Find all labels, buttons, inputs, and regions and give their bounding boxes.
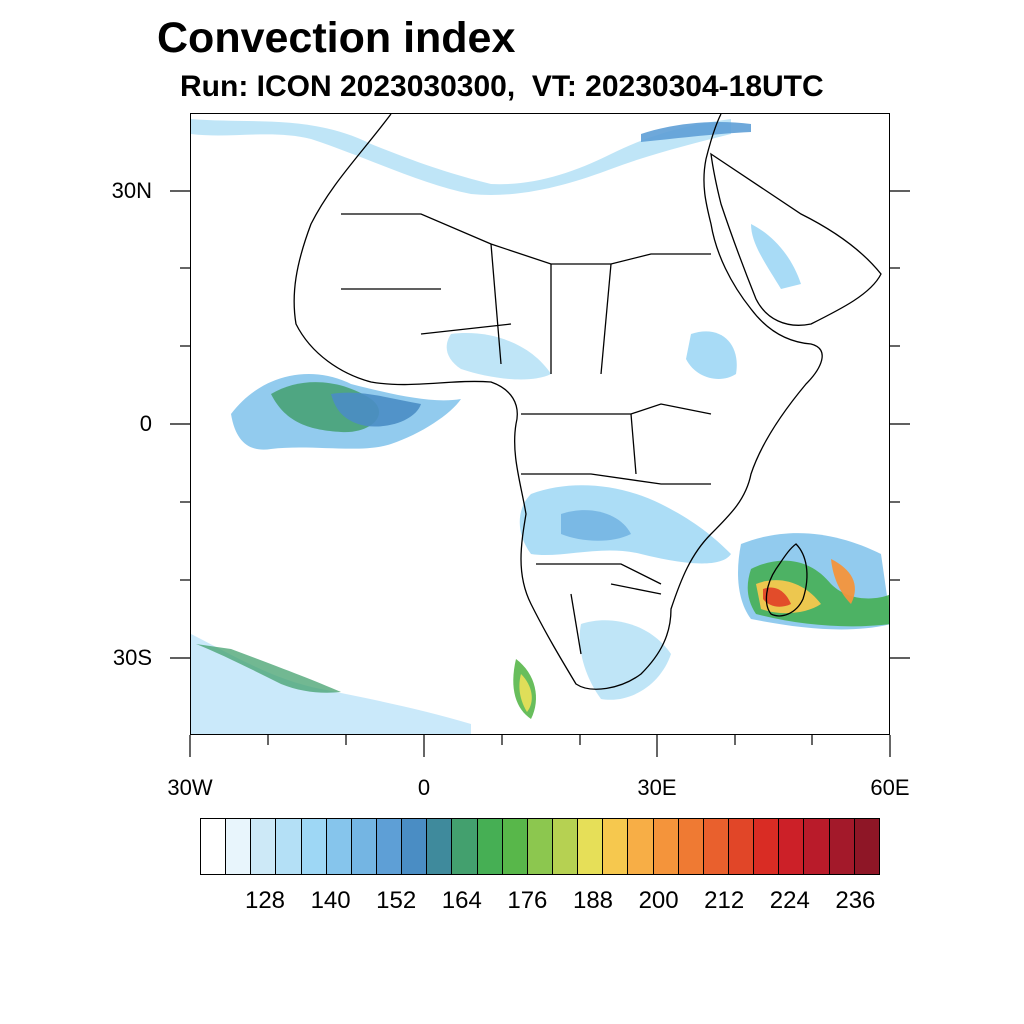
field-south-africa — [579, 620, 671, 700]
colorbar-swatch — [251, 819, 277, 874]
colorbar-swatch — [402, 819, 428, 874]
x-tick-30w: 30W — [167, 775, 213, 800]
field-central-africa — [519, 485, 731, 564]
colorbar-swatch — [452, 819, 478, 874]
coastlines — [293, 114, 882, 690]
colorbar-label: 152 — [376, 887, 417, 914]
colorbar-swatch — [603, 819, 629, 874]
field-arabia — [751, 224, 801, 289]
colorbar-swatch — [653, 819, 679, 874]
colorbar-swatch — [326, 819, 352, 874]
colorbar-swatch — [276, 819, 302, 874]
colorbar-label: 224 — [769, 887, 810, 914]
colorbar-swatch — [552, 819, 579, 874]
colorbar-label: 212 — [704, 887, 745, 914]
colorbar-swatch — [427, 819, 453, 874]
colorbar-swatch — [477, 819, 503, 874]
x-tick-60e: 60E — [870, 775, 910, 800]
colorbar-swatch — [502, 819, 528, 874]
colorbar-swatch — [527, 819, 553, 874]
colorbar-label: 188 — [572, 887, 614, 914]
colorbar — [200, 818, 880, 875]
colorbar-label: 236 — [835, 887, 876, 914]
colorbar-swatch — [804, 819, 830, 874]
colorbar-swatch — [854, 819, 879, 874]
colorbar-label: 164 — [441, 887, 482, 914]
colorbar-swatch — [728, 819, 755, 874]
y-tick-30s: 30S — [112, 645, 152, 670]
arabia-outline — [710, 152, 882, 326]
plot-title: Convection index — [157, 14, 516, 62]
colorbar-swatch — [201, 819, 227, 874]
x-tick-30e: 30E — [637, 775, 677, 800]
colorbar-swatch — [754, 819, 780, 874]
x-tick-0: 0 — [417, 775, 431, 800]
y-tick-0: 0 — [139, 411, 152, 436]
convection-field — [191, 119, 889, 734]
colorbar-swatch — [578, 819, 604, 874]
field-west-africa — [446, 333, 551, 380]
plot-subtitle: Run: ICON 2023030300, VT: 20230304-18UTC — [180, 70, 824, 103]
colorbar-swatch — [678, 819, 704, 874]
colorbar-swatch — [829, 819, 855, 874]
field-mediterranean — [191, 119, 731, 195]
colorbar-label: 200 — [638, 887, 679, 914]
colorbar-label: 128 — [244, 887, 286, 914]
colorbar-swatch — [628, 819, 654, 874]
colorbar-swatch — [351, 819, 377, 874]
y-tick-30n: 30N — [111, 178, 152, 203]
madagascar-outline — [765, 543, 808, 617]
colorbar-swatch — [226, 819, 252, 874]
colorbar-label: 176 — [507, 887, 548, 914]
colorbar-swatch — [703, 819, 729, 874]
map-canvas — [191, 114, 889, 734]
field-south-atlantic — [191, 634, 471, 734]
africa-outline — [293, 114, 823, 690]
colorbar-swatch — [301, 819, 327, 874]
map-panel — [190, 113, 890, 735]
colorbar-swatch — [779, 819, 805, 874]
colorbar-swatch — [376, 819, 403, 874]
colorbar-label: 140 — [310, 887, 351, 914]
